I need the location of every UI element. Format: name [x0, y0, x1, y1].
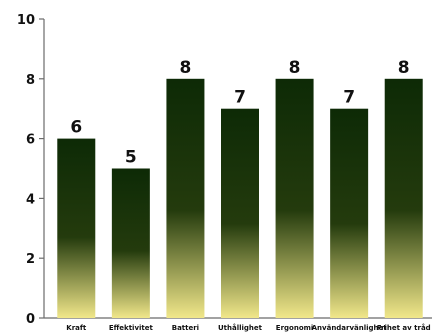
bar-value-label: 5 — [125, 148, 137, 168]
y-tick-label: 2 — [26, 252, 35, 267]
bar-value-label: 6 — [70, 118, 82, 138]
bar-value-label: 7 — [343, 88, 355, 108]
bars — [57, 78, 423, 318]
x-tick-label: Frihet av tråd — [377, 323, 431, 332]
bar-value-label: 8 — [180, 58, 192, 78]
y-tick-label: 10 — [17, 13, 35, 28]
labels: 6 Kraft 5 Effektivitet 8 Batteri 7 Uthållighet 8… — [66, 58, 430, 332]
bar — [384, 78, 423, 318]
bar-value-label: 8 — [398, 58, 410, 78]
x-tick-label: Uthållighet — [218, 323, 263, 332]
y-tick-label: 6 — [26, 133, 35, 148]
bar-value-label: 7 — [234, 88, 246, 108]
x-tick-label: Användarvänlighet — [312, 324, 388, 332]
y-tick-label: 8 — [26, 73, 35, 88]
bar — [330, 108, 369, 318]
x-tick-label: Batteri — [172, 324, 199, 332]
bar — [57, 138, 96, 318]
bar — [221, 108, 259, 318]
bar — [275, 78, 314, 318]
x-tick-label: Effektivitet — [109, 324, 154, 332]
bar — [111, 168, 150, 318]
x-tick-label: Ergonomi — [276, 324, 314, 332]
x-tick-label: Kraft — [66, 324, 87, 332]
y-tick-label: 4 — [26, 192, 35, 207]
y-tick-label: 0 — [26, 312, 35, 327]
bar-value-label: 8 — [289, 58, 301, 78]
bar — [166, 78, 205, 318]
